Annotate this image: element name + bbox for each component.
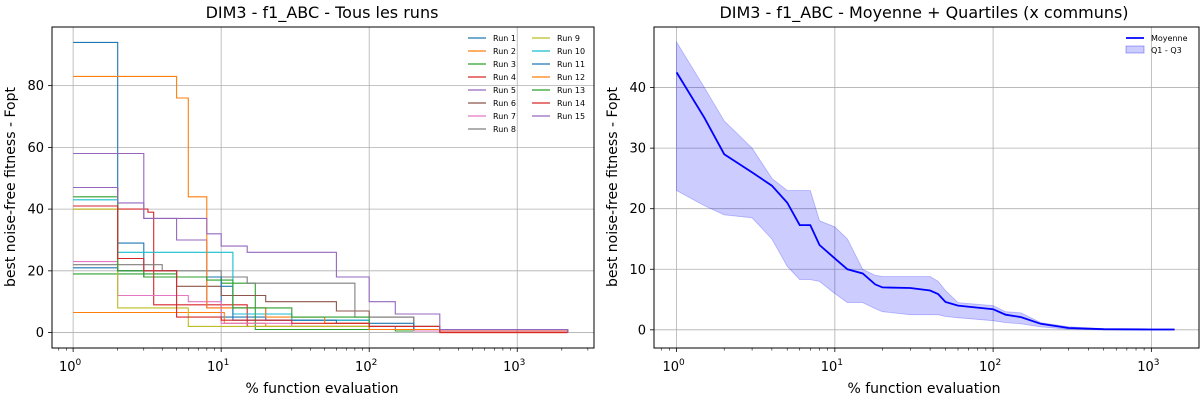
legend-label-run-12: Run 12 xyxy=(557,73,585,82)
right-x-tick-label: 102 xyxy=(979,358,1001,375)
legend-label-run-6: Run 6 xyxy=(493,99,516,108)
left-legend: Run 1 Run 2 Run 3 Run 4 Run 5 Run 6 Run 7 Run 8… xyxy=(468,34,585,134)
legend-label-run-1: Run 1 xyxy=(493,34,516,43)
right-x-tick-label: 101 xyxy=(821,358,843,375)
right-y-tick-label: 40 xyxy=(629,81,646,96)
right-axes-frame xyxy=(653,26,1200,349)
right-plot-area xyxy=(675,40,1175,331)
left-y-tick-label: 60 xyxy=(27,141,44,156)
left-y-axis-label: best noise-free fitness - Fopt xyxy=(3,87,19,287)
series-line-run-7 xyxy=(73,261,569,333)
right-x-tick-label: 103 xyxy=(1137,358,1159,375)
right-x-tick-label: 100 xyxy=(662,358,685,375)
legend-label-run-13: Run 13 xyxy=(557,86,585,95)
legend-label-run-10: Run 10 xyxy=(557,47,585,56)
left-y-tick-label: 80 xyxy=(27,79,44,94)
legend-label-run-15: Run 15 xyxy=(557,112,585,121)
legend-label-run-14: Run 14 xyxy=(557,99,585,108)
legend-label-run-11: Run 11 xyxy=(557,60,585,69)
series-line-moyenne xyxy=(675,71,1175,331)
right-y-tick-label: 20 xyxy=(629,202,646,217)
left-x-tick-label: 101 xyxy=(207,358,229,375)
left-chart-title: DIM3 - f1_ABC - Tous les runs xyxy=(206,3,439,23)
legend-swatch-quartiles xyxy=(1125,45,1145,54)
legend-label-run-5: Run 5 xyxy=(493,86,516,95)
legend-label-run-9: Run 9 xyxy=(557,34,580,43)
left-y-tick-label: 20 xyxy=(27,264,44,279)
left-chart: DIM3 - f1_ABC - Tous les runs 100 101 102 1… xyxy=(3,3,595,397)
left-plot-area xyxy=(73,41,569,334)
right-y-tick-label: 30 xyxy=(629,142,646,157)
right-y-axis-label: best noise-free fitness - Fopt xyxy=(605,87,621,287)
left-x-tick-label: 103 xyxy=(503,358,525,375)
legend-label-quartiles: Q1 - Q3 xyxy=(1151,46,1182,55)
legend-label-run-8: Run 8 xyxy=(493,125,516,134)
legend-label-run-2: Run 2 xyxy=(493,47,516,56)
left-x-tick-label: 100 xyxy=(59,358,82,375)
series-line-run-15 xyxy=(73,186,569,333)
right-chart-title: DIM3 - f1_ABC - Moyenne + Quartiles (x c… xyxy=(719,3,1128,23)
legend-label-run-7: Run 7 xyxy=(493,112,516,121)
left-ticks: 100 101 102 103 0 20 40 60 80 xyxy=(27,79,589,375)
right-y-tick-label: 10 xyxy=(629,263,646,278)
right-x-axis-label: % function evaluation xyxy=(847,381,1000,397)
legend-label-run-4: Run 4 xyxy=(493,73,516,82)
left-axes-frame xyxy=(51,26,595,349)
legend-label-moyenne: Moyenne xyxy=(1151,34,1188,43)
left-x-axis-label: % function evaluation xyxy=(245,381,398,397)
left-y-tick-label: 0 xyxy=(36,326,44,341)
left-x-tick-label: 102 xyxy=(355,358,377,375)
right-y-tick-label: 0 xyxy=(638,323,646,338)
right-chart: DIM3 - f1_ABC - Moyenne + Quartiles (x c… xyxy=(605,3,1200,397)
right-legend: Moyenne Q1 - Q3 xyxy=(1125,34,1188,55)
right-ticks: 100 101 102 103 0 10 20 30 40 xyxy=(629,81,1159,375)
left-y-tick-label: 40 xyxy=(27,203,44,218)
legend-label-run-3: Run 3 xyxy=(493,60,516,69)
